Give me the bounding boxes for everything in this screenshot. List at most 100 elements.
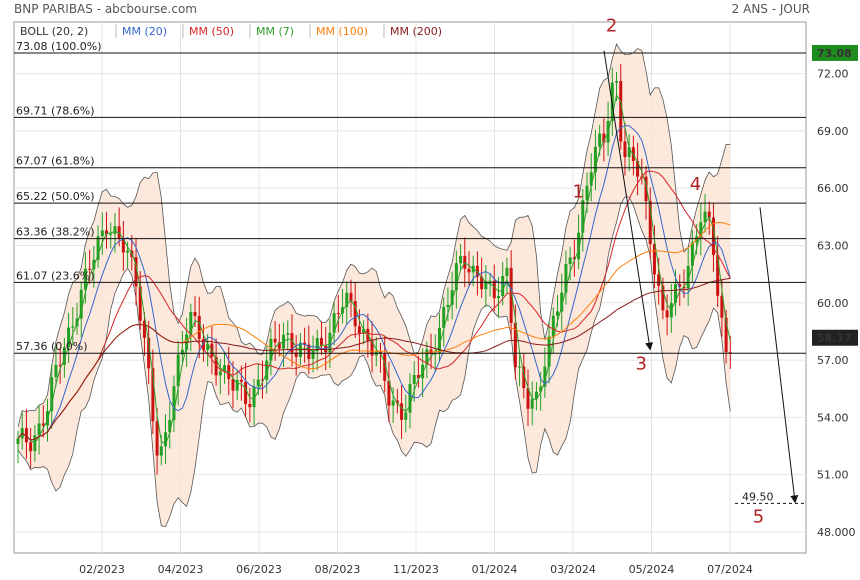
- candle-body: [450, 290, 454, 305]
- candle-body: [678, 284, 682, 287]
- candle-body: [176, 354, 180, 387]
- fib-level-label: 65.22 (50.0%): [16, 190, 95, 203]
- candle-body: [551, 315, 555, 337]
- candle-body: [307, 344, 311, 359]
- candle-body: [88, 268, 92, 270]
- wave-label-3: 3: [636, 354, 647, 375]
- candle-body: [41, 423, 45, 426]
- candle-body: [24, 428, 28, 443]
- candle-body: [168, 419, 172, 433]
- candle-body: [724, 317, 728, 353]
- candle-body: [425, 349, 429, 365]
- candle-body: [446, 304, 450, 308]
- candle-body: [117, 226, 121, 239]
- candle-body: [16, 438, 20, 445]
- candle-body: [239, 379, 243, 382]
- candle-body: [252, 386, 256, 408]
- candle-body: [92, 259, 96, 270]
- candle-body: [62, 347, 66, 365]
- fib-level-label: 73.08 (100.0%): [16, 40, 102, 53]
- y-tick-label: 72.00: [817, 68, 849, 81]
- candle-body: [105, 230, 109, 235]
- candle-body: [699, 222, 703, 237]
- wave-label-5: 5: [753, 506, 764, 527]
- candle-body: [572, 257, 576, 260]
- ma-7-line: [17, 93, 731, 446]
- x-tick-label: 01/2024: [472, 563, 518, 576]
- candle-body: [315, 338, 319, 352]
- y-tick-label: 57.00: [817, 354, 849, 367]
- candle-body: [206, 343, 210, 350]
- candle-body: [433, 353, 437, 355]
- candle-body: [383, 353, 387, 381]
- candle-body: [492, 280, 496, 299]
- candle-body: [577, 232, 581, 260]
- candle-body: [564, 264, 568, 293]
- candle-body: [67, 327, 71, 348]
- candle-body: [496, 295, 500, 299]
- candle-body: [362, 328, 366, 334]
- ma-200-line: [17, 277, 731, 441]
- candle-body: [627, 147, 631, 158]
- candle-body: [159, 446, 163, 456]
- candle-body: [109, 233, 113, 235]
- candle-body: [260, 379, 264, 381]
- candle-body: [248, 403, 252, 408]
- current-price-tag-bg: [812, 329, 858, 346]
- candle-body: [189, 311, 193, 335]
- candle-body: [454, 263, 458, 291]
- bollinger-band: [18, 44, 731, 527]
- candle-body: [155, 421, 159, 456]
- chart-title: BNP PARIBAS - abcbourse.com: [14, 2, 197, 16]
- fib-level-label: 57.36 (0.0%): [16, 340, 88, 353]
- candle-body: [29, 442, 33, 452]
- candle-body: [256, 379, 260, 387]
- candle-body: [421, 364, 425, 379]
- candle-body: [235, 379, 239, 391]
- candle-body: [556, 311, 560, 316]
- fib-level-label: 63.36 (38.2%): [16, 226, 95, 239]
- candle-body: [374, 352, 378, 356]
- candle-body: [58, 364, 62, 366]
- candle-body: [218, 371, 222, 376]
- candle-body: [484, 281, 488, 290]
- candle-body: [581, 200, 585, 233]
- candle-body: [138, 286, 142, 321]
- legend-item: MM (7): [256, 25, 294, 38]
- candle-body: [75, 318, 79, 327]
- candle-body: [568, 257, 572, 265]
- candle-body: [71, 326, 75, 328]
- candle-body: [223, 365, 227, 372]
- candle-body: [648, 201, 652, 245]
- candle-body: [193, 311, 197, 316]
- legend-item: MM (50): [189, 25, 234, 38]
- last-price-tag: 73.08: [817, 47, 852, 60]
- candle-body: [522, 366, 526, 389]
- y-tick-label: 63.00: [817, 239, 849, 252]
- trend-arrow-down-2: [759, 207, 799, 504]
- candle-body: [518, 366, 522, 368]
- bollinger-upper: [17, 43, 731, 427]
- wave-label-2: 2: [606, 16, 617, 37]
- candle-body: [294, 352, 298, 357]
- y-tick-label: 60.00: [817, 297, 849, 310]
- candle-body: [711, 217, 715, 255]
- candle-body: [619, 81, 623, 142]
- candle-body: [290, 333, 294, 353]
- candle-body: [412, 374, 416, 384]
- candle-body: [547, 336, 551, 367]
- candle-body: [353, 301, 357, 327]
- candle-body: [661, 285, 665, 311]
- candle-body: [100, 230, 104, 237]
- candle-body: [707, 211, 711, 218]
- candle-body: [332, 313, 336, 333]
- legend-item: MM (20): [122, 25, 167, 38]
- candle-body: [83, 268, 87, 290]
- legend-item: MM (100): [316, 25, 368, 38]
- candle-body: [277, 342, 281, 349]
- candle-body: [682, 286, 686, 289]
- candle-body: [164, 432, 168, 447]
- candle-body: [602, 133, 606, 143]
- wave-label-1: 1: [572, 182, 583, 203]
